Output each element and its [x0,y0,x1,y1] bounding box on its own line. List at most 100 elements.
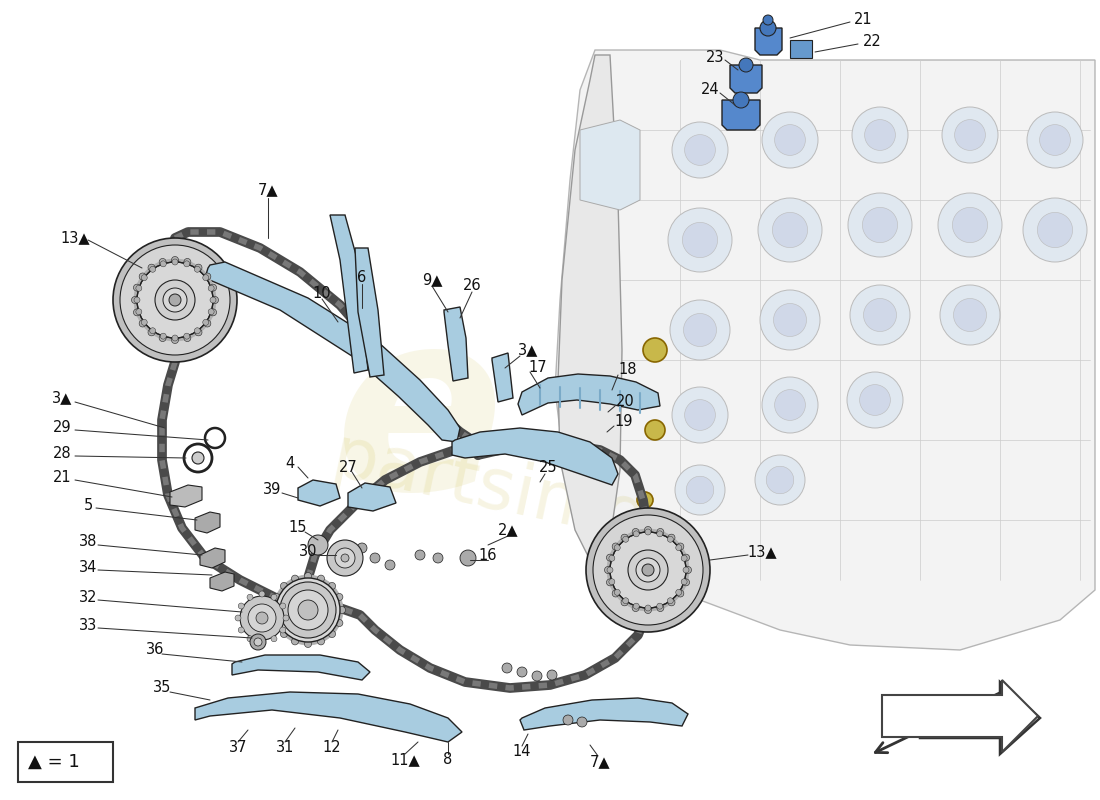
Circle shape [318,638,324,645]
Circle shape [271,594,277,600]
Circle shape [120,245,230,355]
Circle shape [637,492,653,508]
Circle shape [614,590,620,595]
Polygon shape [200,548,225,568]
Polygon shape [882,680,1038,752]
Circle shape [762,377,818,433]
Circle shape [760,20,775,36]
Polygon shape [210,572,234,591]
Circle shape [195,266,200,272]
Circle shape [187,294,199,306]
Circle shape [280,630,287,638]
Circle shape [672,387,728,443]
Circle shape [210,297,216,303]
Circle shape [248,636,253,642]
Circle shape [608,548,652,592]
Circle shape [621,599,628,606]
Circle shape [774,390,805,421]
Circle shape [258,639,265,645]
Circle shape [160,258,166,266]
Text: 28: 28 [53,446,72,462]
Circle shape [683,567,689,573]
Circle shape [684,566,692,574]
Circle shape [606,554,614,561]
Circle shape [179,286,207,314]
Circle shape [161,333,166,339]
Circle shape [623,536,629,542]
Circle shape [675,465,725,515]
Text: 5: 5 [84,498,92,514]
Circle shape [385,560,395,570]
Polygon shape [755,28,782,55]
Circle shape [280,582,336,638]
Text: 13▲: 13▲ [747,545,777,559]
Circle shape [273,619,280,626]
Circle shape [1037,212,1072,248]
Circle shape [195,264,202,271]
Text: 10: 10 [312,286,331,301]
Circle shape [593,515,703,625]
Text: 35: 35 [153,681,172,695]
Circle shape [433,553,443,563]
Circle shape [248,604,276,632]
Circle shape [308,535,328,555]
Text: 29: 29 [53,421,72,435]
Polygon shape [722,100,760,130]
Circle shape [683,314,716,346]
Circle shape [616,556,644,584]
Circle shape [628,550,668,590]
Circle shape [762,112,818,168]
Polygon shape [444,307,468,381]
Circle shape [184,261,189,267]
Text: 9▲: 9▲ [421,273,442,287]
Circle shape [204,273,211,280]
Circle shape [150,328,156,334]
Circle shape [254,638,262,646]
Circle shape [668,208,732,272]
Circle shape [668,599,675,606]
Circle shape [773,303,806,337]
Text: e: e [336,299,505,541]
Text: ▲ = 1: ▲ = 1 [28,753,79,771]
Circle shape [657,603,662,609]
Circle shape [865,119,895,150]
Circle shape [610,532,686,608]
Circle shape [292,638,298,645]
Circle shape [652,556,680,584]
Circle shape [341,554,349,562]
Circle shape [239,603,244,609]
Circle shape [755,455,805,505]
Circle shape [942,107,998,163]
Circle shape [645,420,665,440]
Circle shape [644,338,667,362]
Circle shape [686,476,714,504]
Circle shape [1027,112,1084,168]
Polygon shape [330,215,369,373]
Text: 7▲: 7▲ [257,182,278,198]
Text: 21: 21 [854,13,872,27]
Circle shape [852,107,907,163]
Circle shape [136,309,142,314]
Circle shape [675,590,682,595]
Circle shape [774,125,805,155]
Circle shape [636,558,660,582]
Circle shape [327,540,363,576]
Circle shape [283,615,289,621]
Circle shape [642,564,654,576]
Circle shape [847,372,903,428]
Circle shape [864,298,896,331]
Polygon shape [298,480,340,506]
Circle shape [136,286,142,291]
Text: 25: 25 [539,461,558,475]
Circle shape [681,555,688,562]
Circle shape [681,578,688,585]
Circle shape [258,591,265,597]
Circle shape [609,578,615,585]
Circle shape [195,329,202,336]
Circle shape [634,603,639,609]
Circle shape [578,717,587,727]
Circle shape [298,600,318,620]
Circle shape [288,590,328,630]
Circle shape [211,297,219,303]
Polygon shape [558,55,622,560]
